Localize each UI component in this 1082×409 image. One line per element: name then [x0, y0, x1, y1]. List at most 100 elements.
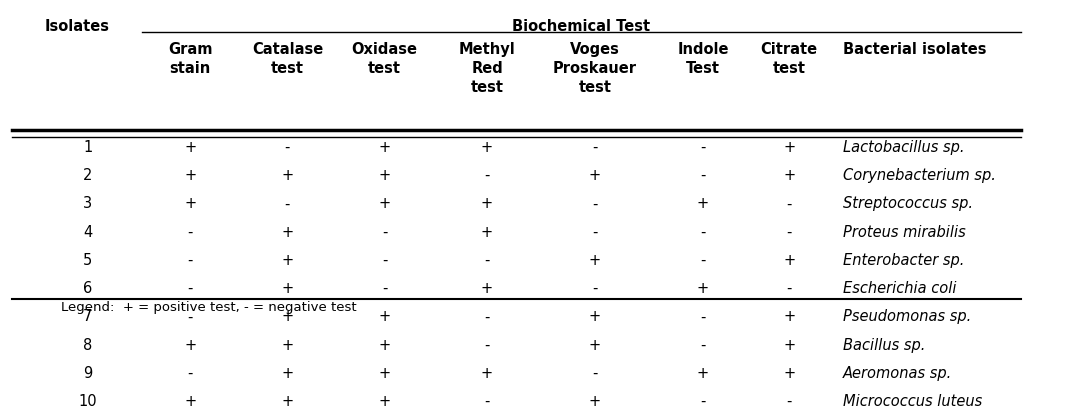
Text: -: - [485, 253, 490, 268]
Text: +: + [481, 366, 493, 381]
Text: Bacterial isolates: Bacterial isolates [843, 41, 987, 56]
Text: +: + [281, 253, 293, 268]
Text: +: + [589, 168, 601, 183]
Text: -: - [700, 394, 705, 409]
Text: +: + [589, 253, 601, 268]
Text: Aeromonas sp.: Aeromonas sp. [843, 366, 952, 381]
Text: -: - [592, 140, 597, 155]
Text: Pseudomonas sp.: Pseudomonas sp. [843, 309, 972, 324]
Text: -: - [787, 225, 792, 240]
Text: +: + [184, 196, 196, 211]
Text: +: + [379, 366, 391, 381]
Text: +: + [281, 309, 293, 324]
Text: Indole
Test: Indole Test [677, 41, 728, 76]
Text: Bacillus sp.: Bacillus sp. [843, 337, 925, 353]
Text: Voges
Proskauer
test: Voges Proskauer test [553, 41, 637, 95]
Text: +: + [379, 140, 391, 155]
Text: -: - [592, 281, 597, 296]
Text: -: - [382, 281, 387, 296]
Text: +: + [379, 168, 391, 183]
Text: +: + [481, 225, 493, 240]
Text: +: + [281, 337, 293, 353]
Text: Legend:  + = positive test, - = negative test: Legend: + = positive test, - = negative … [61, 301, 356, 314]
Text: +: + [184, 168, 196, 183]
Text: Enterobacter sp.: Enterobacter sp. [843, 253, 964, 268]
Text: +: + [281, 225, 293, 240]
Text: -: - [187, 366, 193, 381]
Text: +: + [379, 337, 391, 353]
Text: -: - [592, 196, 597, 211]
Text: +: + [589, 337, 601, 353]
Text: -: - [700, 253, 705, 268]
Text: 10: 10 [78, 394, 97, 409]
Text: 2: 2 [83, 168, 92, 183]
Text: +: + [281, 394, 293, 409]
Text: -: - [187, 309, 193, 324]
Text: +: + [783, 366, 795, 381]
Text: 8: 8 [83, 337, 92, 353]
Text: Biochemical Test: Biochemical Test [513, 19, 650, 34]
Text: +: + [783, 253, 795, 268]
Text: Corynebacterium sp.: Corynebacterium sp. [843, 168, 997, 183]
Text: Micrococcus luteus: Micrococcus luteus [843, 394, 982, 409]
Text: +: + [281, 168, 293, 183]
Text: Gram
stain: Gram stain [168, 41, 212, 76]
Text: +: + [379, 196, 391, 211]
Text: -: - [592, 366, 597, 381]
Text: +: + [481, 196, 493, 211]
Text: -: - [700, 225, 705, 240]
Text: -: - [700, 140, 705, 155]
Text: Proteus mirabilis: Proteus mirabilis [843, 225, 966, 240]
Text: -: - [787, 196, 792, 211]
Text: 3: 3 [83, 196, 92, 211]
Text: -: - [187, 225, 193, 240]
Text: -: - [485, 309, 490, 324]
Text: -: - [285, 140, 290, 155]
Text: Isolates: Isolates [44, 19, 109, 34]
Text: 4: 4 [83, 225, 92, 240]
Text: +: + [783, 140, 795, 155]
Text: +: + [184, 337, 196, 353]
Text: +: + [184, 140, 196, 155]
Text: +: + [783, 168, 795, 183]
Text: +: + [589, 394, 601, 409]
Text: +: + [184, 394, 196, 409]
Text: 5: 5 [83, 253, 92, 268]
Text: 6: 6 [83, 281, 92, 296]
Text: +: + [783, 309, 795, 324]
Text: 7: 7 [83, 309, 92, 324]
Text: -: - [382, 225, 387, 240]
Text: +: + [589, 309, 601, 324]
Text: Oxidase
test: Oxidase test [352, 41, 418, 76]
Text: -: - [485, 168, 490, 183]
Text: -: - [485, 394, 490, 409]
Text: -: - [700, 168, 705, 183]
Text: Catalase
test: Catalase test [252, 41, 324, 76]
Text: 1: 1 [83, 140, 92, 155]
Text: +: + [379, 394, 391, 409]
Text: -: - [382, 253, 387, 268]
Text: -: - [285, 196, 290, 211]
Text: +: + [783, 337, 795, 353]
Text: -: - [700, 337, 705, 353]
Text: +: + [481, 140, 493, 155]
Text: +: + [281, 366, 293, 381]
Text: +: + [379, 309, 391, 324]
Text: +: + [481, 281, 493, 296]
Text: +: + [281, 281, 293, 296]
Text: -: - [700, 309, 705, 324]
Text: -: - [485, 337, 490, 353]
Text: +: + [697, 196, 709, 211]
Text: Lactobacillus sp.: Lactobacillus sp. [843, 140, 965, 155]
Text: -: - [592, 225, 597, 240]
Text: Methyl
Red
test: Methyl Red test [459, 41, 515, 95]
Text: Citrate
test: Citrate test [761, 41, 818, 76]
Text: -: - [787, 394, 792, 409]
Text: Streptococcus sp.: Streptococcus sp. [843, 196, 973, 211]
Text: -: - [787, 281, 792, 296]
Text: 9: 9 [83, 366, 92, 381]
Text: -: - [187, 253, 193, 268]
Text: Escherichia coli: Escherichia coli [843, 281, 956, 296]
Text: +: + [697, 366, 709, 381]
Text: -: - [187, 281, 193, 296]
